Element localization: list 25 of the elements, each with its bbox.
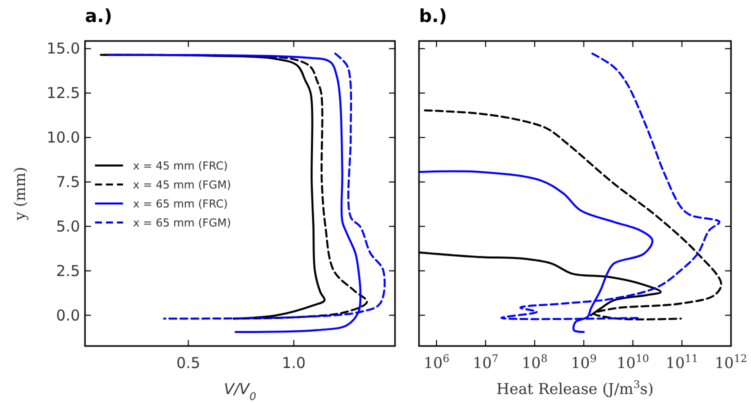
x-axis-title: V/V$_{0}$ <box>224 380 256 402</box>
x-tick-label: 10$^{11}$ <box>666 353 698 372</box>
y-tick-label: 15.0 <box>46 40 80 58</box>
x-axis-title: Heat Release (J/m$^{3}$s) <box>496 379 654 398</box>
chart-title: a.) <box>85 6 112 27</box>
y-tick-label: 0.0 <box>56 306 80 324</box>
legend-label: x = 45 mm (FGM) <box>133 178 232 192</box>
y-tick-label: 7.5 <box>56 172 80 191</box>
chart-title: b.) <box>419 6 447 27</box>
x-tick-label: 10$^{12}$ <box>714 353 748 372</box>
x-tick-label: 10$^{8}$ <box>522 353 548 372</box>
legend-label: x = 65 mm (FRC) <box>133 198 228 210</box>
legend-label: x = 65 mm (FGM) <box>133 216 232 230</box>
x-tick-label: 10$^{9}$ <box>570 353 597 372</box>
y-tick-label: 5.0 <box>56 217 80 236</box>
y-tick-label: 2.5 <box>56 262 80 280</box>
y-tick-label: 12.5 <box>46 84 80 102</box>
x-tick-label: 10$^{7}$ <box>472 353 498 372</box>
legend-label: x = 45 mm (FRC) <box>133 160 228 172</box>
x-tick-label: 10$^{10}$ <box>616 353 650 372</box>
x-tick-label: 1.0 <box>282 354 306 372</box>
x-tick-label: 10$^{6}$ <box>424 353 450 372</box>
x-tick-label: 0.5 <box>176 354 200 372</box>
y-tick-label: 10.0 <box>46 128 80 147</box>
y-axis-title: y (mm) <box>11 166 29 222</box>
